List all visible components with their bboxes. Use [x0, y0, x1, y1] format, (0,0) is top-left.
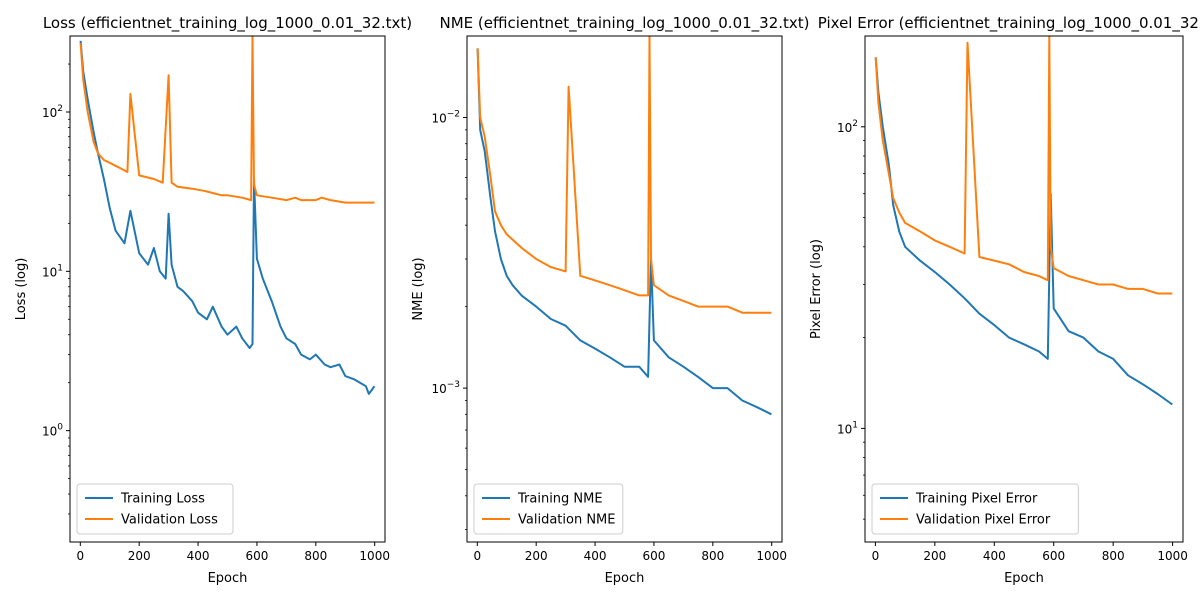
- x-tick-label: 400: [187, 549, 210, 563]
- x-tick-label: 600: [1042, 549, 1065, 563]
- x-tick-label: 600: [245, 549, 268, 563]
- x-tick-label: 200: [128, 549, 151, 563]
- y-tick-label: 102: [42, 104, 63, 120]
- y-tick-label: 101: [837, 420, 858, 436]
- chart-panel-3: 0 200 400 600 800 1000 101 102 Pixel Error (effi…: [809, 14, 1200, 586]
- series-line-validation: [476, 36, 772, 314]
- x-axis-label: Epoch: [605, 571, 645, 586]
- x-tick-label: 200: [525, 549, 548, 563]
- x-tick-label: 800: [1102, 549, 1125, 563]
- x-tick-label: 1000: [756, 549, 787, 563]
- legend-label: Validation Pixel Error: [916, 513, 1051, 528]
- chart-title: NME (efficientnet_training_log_1000_0.01…: [439, 14, 809, 33]
- y-tick-label: 100: [42, 423, 63, 439]
- x-tick-label: 400: [983, 549, 1006, 563]
- chart-title: Loss (efficientnet_training_log_1000_0.0…: [43, 14, 412, 33]
- legend-label: Training Loss: [120, 492, 205, 507]
- chart-title: Pixel Error (efficientnet_training_log_1…: [818, 14, 1200, 33]
- x-tick-label: 1000: [1157, 549, 1188, 563]
- x-axis-label: Epoch: [208, 571, 248, 586]
- legend-label: Training Pixel Error: [915, 492, 1038, 507]
- x-tick-label: 0: [872, 549, 880, 563]
- chart-panel-1: 0 200 400 600 800 1000 100 101 102 Loss (efficien…: [14, 14, 412, 586]
- x-tick-label: 600: [642, 549, 665, 563]
- series-line-training: [79, 40, 376, 395]
- x-tick-label: 0: [473, 549, 481, 563]
- x-tick-label: 1000: [359, 549, 390, 563]
- y-axis-label: Pixel Error (log): [809, 239, 824, 339]
- legend-box: [473, 483, 624, 535]
- x-tick-label: 800: [304, 549, 327, 563]
- legend-label: Validation Loss: [121, 513, 218, 528]
- axes-frame: [466, 35, 783, 543]
- series-line-validation: [79, 36, 375, 204]
- legend-box: [76, 483, 234, 535]
- x-tick-label: 800: [701, 549, 724, 563]
- y-tick-label: 10−3: [431, 380, 460, 396]
- series-line-validation: [874, 36, 1173, 295]
- y-axis-label: NME (log): [411, 257, 426, 320]
- x-tick-label: 400: [584, 549, 607, 563]
- x-tick-label: 0: [76, 549, 84, 563]
- y-tick-label: 102: [837, 119, 858, 135]
- y-axis-label: Loss (log): [14, 258, 29, 321]
- x-axis-label: Epoch: [1004, 571, 1044, 586]
- y-tick-label: 10−2: [431, 109, 460, 125]
- series-line-training: [476, 48, 772, 416]
- legend-label: Validation NME: [518, 513, 615, 528]
- y-tick-label: 101: [42, 263, 63, 279]
- axes-frame: [864, 35, 1184, 543]
- legend-box: [871, 483, 1079, 535]
- series-line-training: [874, 57, 1173, 406]
- legend-label: Training NME: [517, 492, 603, 507]
- chart-panel-2: 0 200 400 600 800 1000 10−3 10−2 NME (efficientn…: [411, 14, 810, 586]
- x-tick-label: 200: [923, 549, 946, 563]
- axes-frame: [69, 35, 386, 543]
